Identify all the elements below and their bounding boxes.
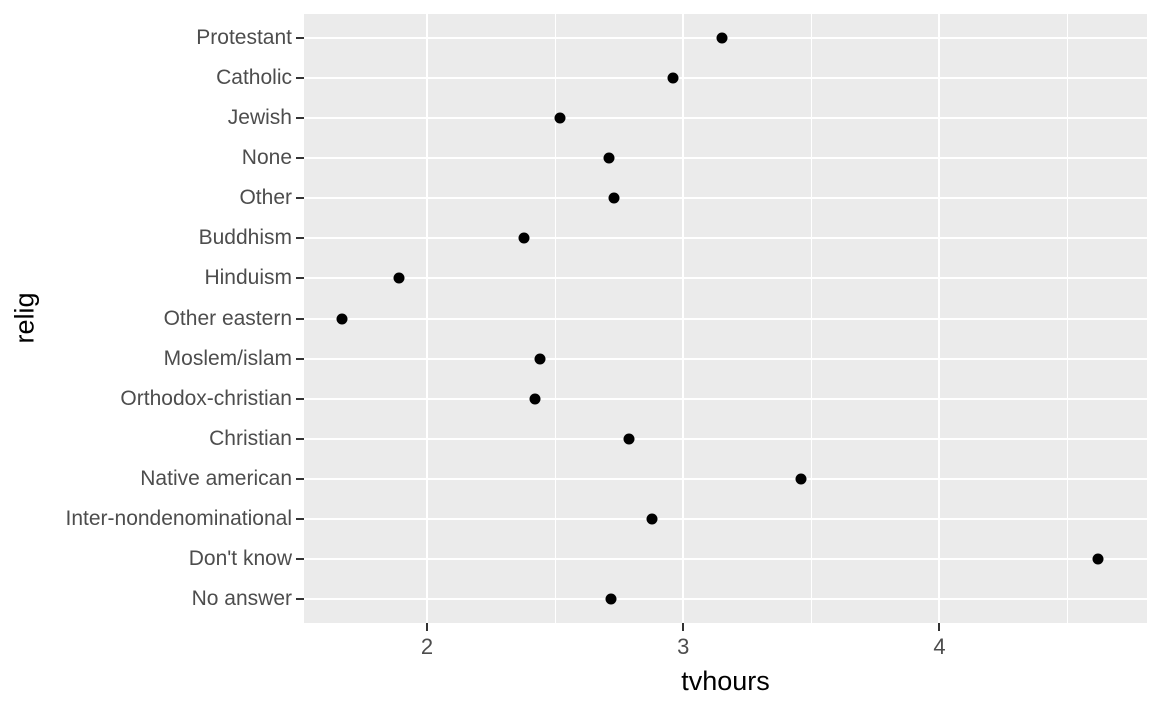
data-point [554, 112, 566, 124]
h-gridline-major [304, 117, 1147, 120]
data-point [529, 393, 541, 405]
y-tick-mark [296, 357, 304, 360]
x-tick-label: 4 [933, 634, 946, 659]
v-gridline-minor [1067, 14, 1069, 623]
y-tick-mark [296, 157, 304, 160]
h-gridline-major [304, 357, 1147, 360]
y-tick-label: Catholic [216, 66, 292, 90]
h-gridline-major [304, 237, 1147, 240]
data-point [336, 313, 348, 324]
v-gridline-major [425, 14, 428, 623]
data-point [534, 353, 546, 365]
h-gridline-major [304, 77, 1147, 80]
y-axis-labels: Protestant Catholic Jewish None Other Buddhis… [0, 14, 293, 623]
y-tick-label: No answer [191, 587, 292, 611]
h-gridline-major [304, 277, 1147, 280]
x-tick-mark [938, 623, 941, 631]
x-axis-title: tvhours [681, 666, 770, 696]
data-point [603, 152, 615, 164]
data-point [623, 433, 635, 445]
h-gridline-major [304, 157, 1147, 160]
y-tick-label: Jewish [227, 106, 292, 130]
data-point [795, 473, 807, 485]
y-tick-mark [296, 317, 304, 320]
y-tick-label: Inter-nondenominational [65, 506, 293, 530]
h-gridline-major [304, 597, 1147, 600]
y-tick-mark [296, 197, 304, 200]
x-tick-label: 3 [677, 634, 690, 659]
v-gridline-minor [554, 14, 556, 623]
y-tick-label: Buddhism [198, 226, 292, 250]
y-tick-label: Hinduism [204, 266, 292, 290]
y-tick-label: Moslem/islam [163, 346, 292, 370]
v-gridline-minor [810, 14, 812, 623]
data-point [518, 232, 530, 244]
data-point [667, 72, 679, 84]
y-tick-mark [296, 517, 304, 520]
x-tick-mark [682, 623, 685, 631]
y-tick-label: Orthodox-christian [120, 386, 292, 410]
y-tick-label: Other eastern [163, 306, 292, 330]
data-point [605, 593, 617, 605]
data-point [716, 32, 728, 44]
h-gridline-major [304, 557, 1147, 560]
y-tick-label: Don't know [188, 546, 292, 570]
y-tick-mark [296, 557, 304, 560]
y-tick-mark [296, 237, 304, 240]
h-gridline-major [304, 197, 1147, 200]
y-tick-label: Other [239, 186, 292, 210]
y-tick-mark [296, 437, 304, 440]
y-tick-mark [296, 37, 304, 40]
y-tick-mark [296, 77, 304, 80]
y-tick-label: None [241, 146, 292, 170]
h-gridline-major [304, 437, 1147, 440]
data-point [646, 513, 658, 525]
plot-panel [304, 14, 1147, 623]
data-point [608, 192, 620, 204]
y-tick-label: Christian [209, 426, 292, 450]
h-gridline-major [304, 397, 1147, 400]
v-gridline-major [938, 14, 941, 623]
data-point [393, 272, 405, 284]
y-tick-mark [296, 397, 304, 400]
h-gridline-major [304, 477, 1147, 480]
y-tick-mark [296, 277, 304, 280]
y-tick-mark [296, 477, 304, 480]
y-tick-label: Native american [140, 466, 292, 490]
y-tick-mark [296, 117, 304, 120]
x-tick-mark [425, 623, 428, 631]
v-gridline-major [682, 14, 685, 623]
x-tick-label: 2 [420, 634, 434, 659]
y-tick-label: Protestant [196, 26, 292, 50]
data-point [1092, 553, 1104, 565]
y-tick-mark [296, 597, 304, 600]
h-gridline-major [304, 517, 1147, 520]
h-gridline-major [304, 317, 1147, 320]
